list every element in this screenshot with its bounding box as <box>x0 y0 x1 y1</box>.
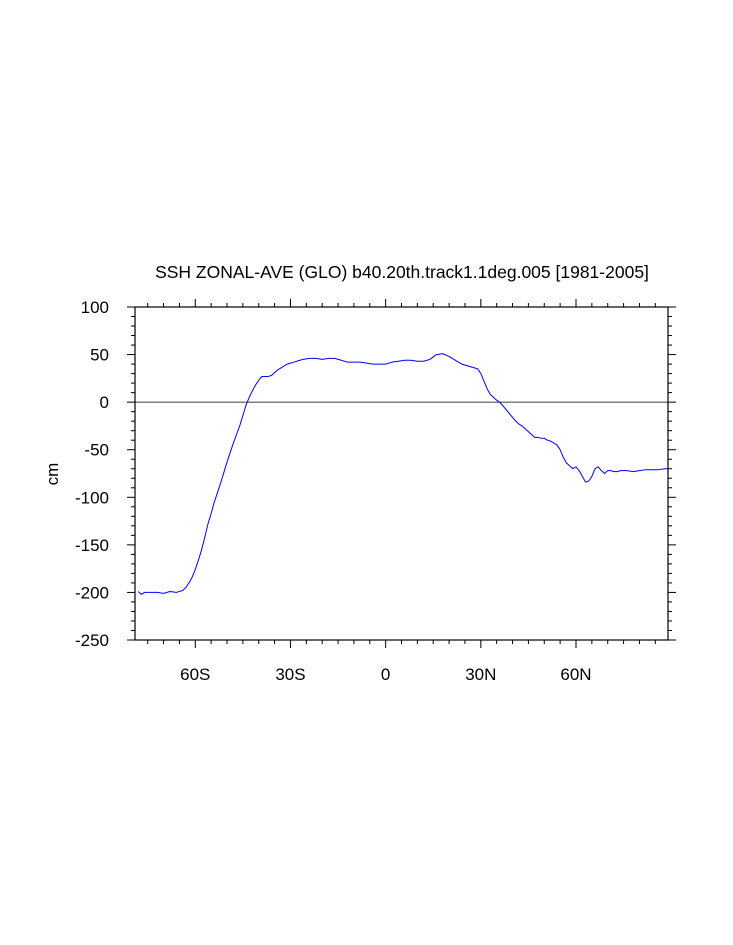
y-tick-label: 0 <box>100 393 109 412</box>
plot-frame <box>134 306 669 641</box>
x-tick-label: 30N <box>465 665 496 684</box>
x-tick-label: 60S <box>180 665 210 684</box>
chart-title: SSH ZONAL-AVE (GLO) b40.20th.track1.1deg… <box>155 262 649 282</box>
y-tick-label: -150 <box>75 536 109 555</box>
y-tick-label: 100 <box>81 298 109 317</box>
x-tick-label: 0 <box>381 665 390 684</box>
y-tick-label: -50 <box>84 441 109 460</box>
y-tick-label: -250 <box>75 631 109 650</box>
y-tick-label: -100 <box>75 488 109 507</box>
ssh-series-line <box>137 353 668 595</box>
y-axis-label: cm <box>43 463 62 486</box>
x-tick-label: 60N <box>560 665 591 684</box>
x-tick-label: 30S <box>275 665 305 684</box>
plot-area: 100 50 0 -50 -100 -150 -200 -250 60S 30S 0 30N 60N <box>75 298 676 684</box>
y-tick-label: 50 <box>90 346 109 365</box>
y-tick-label: -200 <box>75 583 109 602</box>
